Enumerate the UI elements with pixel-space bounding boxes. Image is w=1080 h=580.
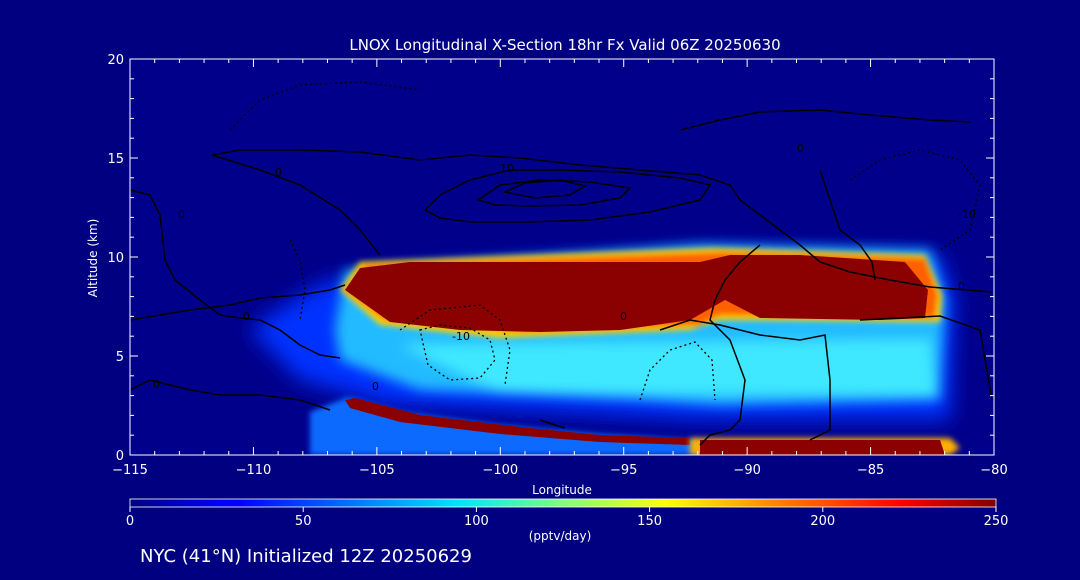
colorbar-ticks: 0 50 100 150 200 250 bbox=[126, 507, 1009, 529]
colorbar-tick-label: 150 bbox=[637, 514, 662, 529]
contour-label: 0 bbox=[372, 380, 379, 393]
y-tick-label: 0 bbox=[116, 449, 124, 464]
x-axis: −115 −110 −105 −100 −95 −90 −85 −80 bbox=[112, 59, 1008, 478]
x-tick-label: −105 bbox=[359, 463, 395, 478]
contour-label: 0 bbox=[153, 378, 160, 391]
y-axis: 0 5 10 15 20 bbox=[107, 53, 994, 464]
contour-label: 10 bbox=[500, 162, 514, 175]
x-tick-label: −85 bbox=[857, 463, 884, 478]
x-tick-label: −110 bbox=[236, 463, 272, 478]
chart-title: LNOX Longitudinal X-Section 18hr Fx Vali… bbox=[349, 36, 780, 54]
contour-label: 0 bbox=[178, 208, 185, 221]
x-tick-label: −80 bbox=[980, 463, 1007, 478]
colorbar-tick-label: 200 bbox=[810, 514, 835, 529]
x-tick-label: −95 bbox=[610, 463, 637, 478]
colorbar-tick-label: 250 bbox=[984, 514, 1009, 529]
footer-text: NYC (41°N) Initialized 12Z 20250629 bbox=[140, 546, 472, 567]
x-tick-label: −90 bbox=[733, 463, 760, 478]
colorbar-tick-label: 100 bbox=[464, 514, 489, 529]
contour-label: 0 bbox=[797, 142, 804, 155]
contour-label: 0 bbox=[620, 310, 627, 323]
x-tick-label: −115 bbox=[112, 463, 148, 478]
contour-label: 0 bbox=[275, 166, 282, 179]
contour-label: -10 bbox=[958, 208, 976, 221]
contour-label: 0 bbox=[958, 280, 965, 293]
contour-lines bbox=[130, 109, 993, 446]
x-axis-label: Longitude bbox=[532, 483, 592, 497]
colorbar-tick-label: 50 bbox=[295, 514, 312, 529]
contour-label: 0 bbox=[243, 310, 250, 323]
colorbar bbox=[130, 499, 996, 507]
heatmap-field bbox=[250, 245, 960, 455]
contour-label: -10 bbox=[452, 330, 470, 343]
colorbar-label: (pptv/day) bbox=[529, 529, 592, 543]
contour-labels: 10 0 0 0 0 0 0 0 0 -10 -10 bbox=[153, 142, 976, 393]
colorbar-frame bbox=[129, 498, 997, 508]
colorbar-tick-label: 0 bbox=[126, 514, 134, 529]
heatmap-surface-band bbox=[310, 397, 960, 455]
y-tick-label: 20 bbox=[107, 53, 124, 68]
x-tick-label: −100 bbox=[482, 463, 518, 478]
heatmap-red-core bbox=[345, 255, 928, 332]
y-tick-label: 15 bbox=[107, 152, 124, 167]
y-tick-label: 10 bbox=[107, 251, 124, 266]
y-axis-label: Altitude (km) bbox=[86, 219, 100, 298]
y-tick-label: 5 bbox=[116, 350, 124, 365]
contour-lines-negative bbox=[229, 81, 981, 401]
